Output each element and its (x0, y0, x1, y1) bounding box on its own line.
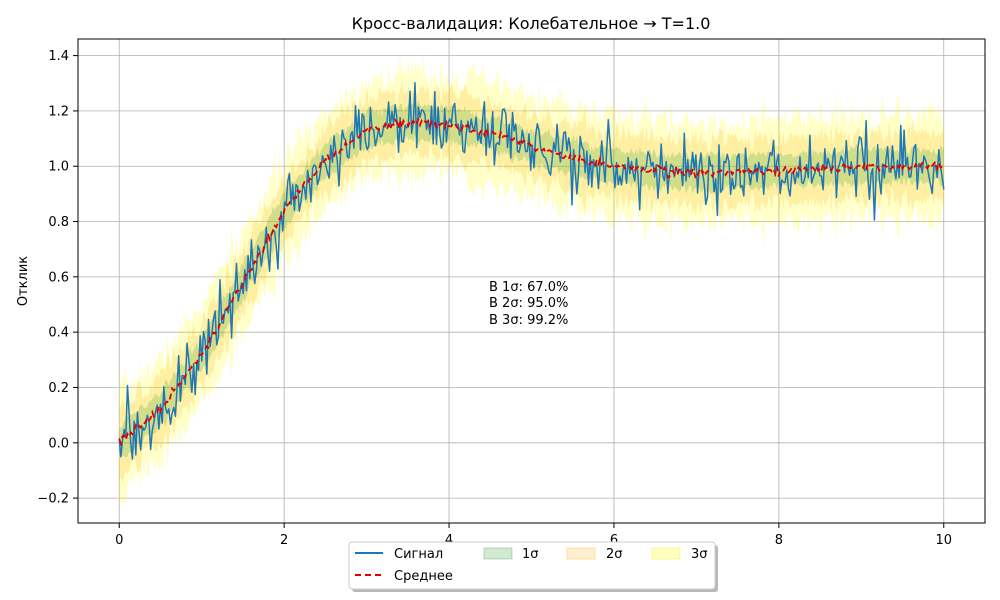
legend-label-2sigma: 2σ (606, 547, 623, 562)
legend-swatch-3sigma (651, 547, 681, 560)
legend-label-mean: Среднее (394, 569, 453, 584)
annotation-3sigma: В 3σ: 99.2% (489, 313, 568, 328)
band-2sigma (119, 81, 944, 484)
mean-line (118, 116, 944, 447)
y-tick-label: 1.4 (48, 49, 69, 64)
coverage-annotation: В 1σ: 67.0% В 2σ: 95.0% В 3σ: 99.2% (489, 280, 568, 328)
legend-label-3sigma: 3σ (691, 547, 708, 562)
annotation-1sigma: В 1σ: 67.0% (489, 280, 568, 295)
x-tick-label: 0 (115, 533, 123, 548)
chart-title: Кросс-валидация: Колебательное → T=1.0 (352, 14, 711, 33)
y-tick-label: 0.2 (48, 381, 69, 396)
plot-frame (77, 38, 986, 524)
y-tick-label: 0.6 (48, 270, 69, 285)
legend-label-signal: Сигнал (394, 547, 443, 562)
y-tick-label: 1.2 (48, 104, 69, 119)
legend-label-1sigma: 1σ (522, 547, 539, 562)
legend-box (348, 541, 716, 590)
x-tick-label: 6 (610, 533, 618, 548)
x-tick-label: 8 (775, 533, 783, 548)
legend-swatch-2sigma (566, 547, 596, 560)
y-axis-ticks: −0.2 0.0 0.2 0.4 0.6 0.8 1.0 1.2 1.4 (37, 49, 78, 507)
legend: Сигнал Среднее 1σ 2σ 3σ (348, 541, 718, 592)
series-lines (118, 82, 945, 460)
x-axis-ticks: 0 2 4 6 8 10 (115, 523, 952, 548)
legend-swatch-1sigma (483, 547, 513, 560)
y-tick-label: −0.2 (37, 492, 69, 507)
annotation-2sigma: В 2σ: 95.0% (489, 296, 568, 311)
y-tick-label: 0.4 (48, 326, 69, 341)
y-tick-label: 0.8 (48, 215, 69, 230)
y-tick-label: 1.0 (48, 160, 69, 175)
signal-line (118, 82, 945, 460)
x-tick-label: 10 (935, 533, 952, 548)
x-tick-label: 4 (445, 533, 453, 548)
y-tick-label: 0.0 (48, 436, 69, 451)
x-tick-label: 2 (280, 533, 288, 548)
y-axis-label: Отклик (16, 256, 31, 306)
